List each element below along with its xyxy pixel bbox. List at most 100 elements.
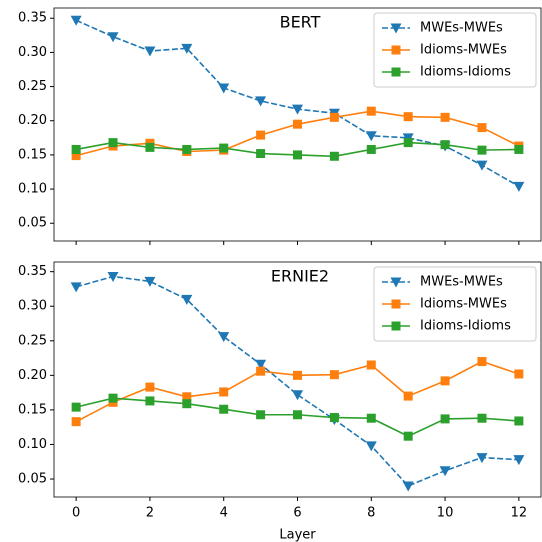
x-tick-label: 12 xyxy=(511,506,528,521)
marker xyxy=(108,138,118,148)
marker xyxy=(514,144,524,154)
marker xyxy=(293,119,302,129)
legend-marker xyxy=(390,277,402,288)
y-tick-label: 0.30 xyxy=(18,299,47,314)
marker xyxy=(181,294,193,305)
marker xyxy=(403,138,413,148)
marker xyxy=(513,181,525,192)
marker xyxy=(293,410,302,420)
x-axis-label: Layer xyxy=(279,528,316,542)
marker xyxy=(145,382,155,392)
marker xyxy=(70,282,82,293)
marker xyxy=(218,83,230,94)
y-tick-label: 0.25 xyxy=(18,333,47,348)
legend-label: MWEs-MWEs xyxy=(420,275,503,290)
legend-box xyxy=(373,266,537,342)
marker xyxy=(107,32,119,43)
marker xyxy=(145,396,155,406)
marker xyxy=(514,369,524,379)
marker xyxy=(218,332,230,343)
y-tick-label: 0.10 xyxy=(18,182,47,197)
marker xyxy=(365,131,377,142)
marker xyxy=(476,453,488,464)
marker xyxy=(403,112,413,122)
marker xyxy=(440,112,450,122)
plot-frame xyxy=(53,7,542,242)
y-tick-label: 0.05 xyxy=(18,216,47,231)
y-tick-label: 0.05 xyxy=(18,472,47,487)
y-tick-label: 0.30 xyxy=(18,45,47,60)
marker xyxy=(107,272,119,283)
marker xyxy=(256,410,266,420)
marker xyxy=(514,416,524,426)
marker xyxy=(366,360,376,370)
marker xyxy=(365,441,377,452)
marker xyxy=(256,149,266,159)
y-tick-label: 0.20 xyxy=(18,113,47,128)
legend-marker xyxy=(391,299,401,309)
marker xyxy=(477,145,487,155)
marker xyxy=(182,392,192,402)
marker xyxy=(255,359,267,370)
marker xyxy=(402,481,414,492)
legend-label: Idioms-MWEs xyxy=(420,297,507,312)
marker xyxy=(144,276,156,287)
legend-marker xyxy=(391,321,401,331)
y-tick-label: 0.15 xyxy=(18,402,47,417)
marker xyxy=(70,15,82,26)
marker xyxy=(440,376,450,386)
marker xyxy=(477,413,487,423)
marker xyxy=(108,393,118,403)
chart-title: ERNIE2 xyxy=(271,267,329,286)
marker xyxy=(256,130,266,140)
marker xyxy=(255,96,267,107)
panel: 0.05 0.10 0.15 0.20 0.25 0.30 0.35 0 2 4 6 8 10 12 Lay… xyxy=(18,261,542,542)
y-tick-label: 0.15 xyxy=(18,147,47,162)
panel: 0.05 0.10 0.15 0.20 0.25 0.30 0.35 BERT MWEs-MWE… xyxy=(18,7,542,245)
marker xyxy=(144,46,156,57)
x-tick-label: 8 xyxy=(367,506,375,521)
marker xyxy=(182,399,192,409)
marker xyxy=(219,404,229,414)
marker xyxy=(145,142,155,152)
marker xyxy=(292,104,303,115)
marker xyxy=(219,143,229,153)
plot-frame xyxy=(53,261,542,498)
marker xyxy=(256,366,266,376)
legend-marker xyxy=(391,67,401,77)
marker xyxy=(293,150,302,160)
legend-marker xyxy=(391,45,401,55)
marker xyxy=(440,140,450,150)
marker xyxy=(477,357,487,367)
marker xyxy=(513,455,525,466)
y-tick-label: 0.35 xyxy=(18,11,47,26)
marker xyxy=(366,413,376,423)
legend-label: Idioms-MWEs xyxy=(420,43,507,58)
marker xyxy=(71,151,81,161)
marker xyxy=(476,160,488,171)
marker xyxy=(440,414,450,424)
legend-box xyxy=(373,12,537,88)
chart-title: BERT xyxy=(280,13,321,32)
marker xyxy=(403,391,413,401)
marker xyxy=(329,112,339,122)
x-tick-label: 2 xyxy=(146,506,154,521)
marker xyxy=(366,144,376,154)
legend-label: Idioms-Idioms xyxy=(420,65,511,80)
x-tick-label: 0 xyxy=(72,506,80,521)
marker xyxy=(403,431,413,441)
marker xyxy=(293,370,302,380)
marker xyxy=(439,466,451,477)
marker xyxy=(292,390,303,401)
marker xyxy=(71,402,81,412)
legend-label: Idioms-Idioms xyxy=(420,319,511,334)
x-tick-label: 4 xyxy=(220,506,228,521)
y-tick-label: 0.25 xyxy=(18,79,47,94)
legend-marker xyxy=(390,23,402,34)
marker xyxy=(71,144,81,154)
y-tick-label: 0.35 xyxy=(18,264,47,279)
marker xyxy=(181,43,193,54)
marker xyxy=(329,413,339,423)
marker xyxy=(329,370,339,380)
